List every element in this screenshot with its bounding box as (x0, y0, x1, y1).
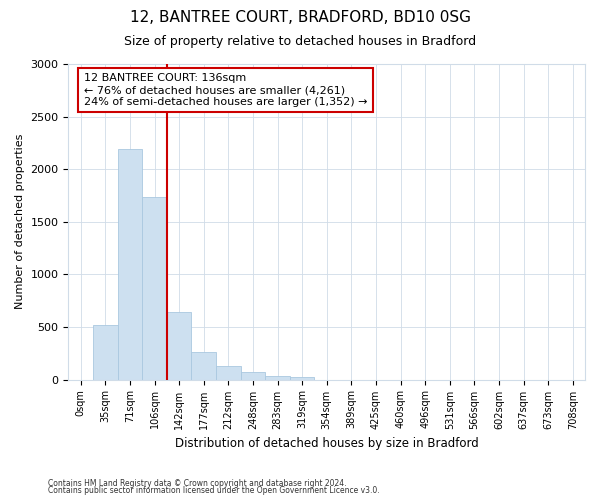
Bar (93, 325, 118, 380)
X-axis label: Distribution of detached houses by size in Bradford: Distribution of detached houses by size … (175, 437, 479, 450)
Text: 12 BANTREE COURT: 136sqm
← 76% of detached houses are smaller (4,261)
24% of sem: 12 BANTREE COURT: 136sqm ← 76% of detach… (84, 74, 367, 106)
Bar (241, 372, 265, 380)
Bar (216, 366, 241, 380)
Text: Contains public sector information licensed under the Open Government Licence v3: Contains public sector information licen… (48, 486, 380, 495)
Bar (167, 312, 191, 380)
Bar (191, 352, 216, 380)
Bar (118, 149, 142, 380)
Text: Contains HM Land Registry data © Crown copyright and database right 2024.: Contains HM Land Registry data © Crown c… (48, 478, 347, 488)
Y-axis label: Number of detached properties: Number of detached properties (15, 134, 25, 310)
Bar (265, 376, 290, 380)
Text: 12, BANTREE COURT, BRADFORD, BD10 0SG: 12, BANTREE COURT, BRADFORD, BD10 0SG (130, 10, 470, 25)
Bar (142, 196, 167, 380)
Bar (290, 378, 314, 380)
Text: Size of property relative to detached houses in Bradford: Size of property relative to detached ho… (124, 35, 476, 48)
